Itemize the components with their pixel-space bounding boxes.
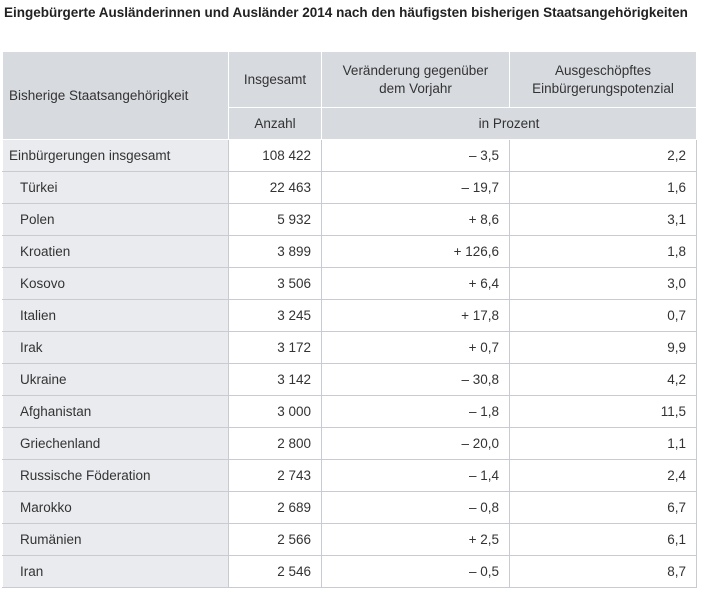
header-unit-count: Anzahl <box>228 107 322 140</box>
row-potential: 0,7 <box>509 299 697 332</box>
naturalization-table: Bisherige Staatsangehörigkeit Insgesamt … <box>2 51 697 588</box>
table-row: Kosovo 3 506 + 6,4 3,0 <box>2 267 697 300</box>
row-total: 3 506 <box>228 267 322 300</box>
row-potential: 2,4 <box>509 459 697 492</box>
table-row: Iran 2 546– 0,5 8,7 <box>2 555 697 588</box>
table-row: Italien 3 245 + 17,8 0,7 <box>2 299 697 332</box>
header-change: Veränderung gegenüber dem Vorjahr <box>321 51 510 108</box>
row-change: – 1,8 <box>321 395 510 428</box>
row-change: + 2,5 <box>321 523 510 556</box>
row-potential: 3,0 <box>509 267 697 300</box>
row-change: – 3,5 <box>321 139 510 172</box>
row-nationality: Russische Föderation <box>2 459 229 492</box>
row-potential: 1,6 <box>509 171 697 204</box>
row-potential: 6,7 <box>509 491 697 524</box>
table-title: Eingebürgerte Ausländerinnen und Ausländ… <box>4 5 688 20</box>
row-nationality: Italien <box>2 299 229 332</box>
table-row: Russische Föderation 2 743– 1,4 2,4 <box>2 459 697 492</box>
table-row: Polen 5 932 + 8,6 3,1 <box>2 203 697 236</box>
table-body: Einbürgerungen insgesamt 108 422– 3,5 2,2 T… <box>2 139 697 588</box>
row-nationality: Afghanistan <box>2 395 229 428</box>
row-potential: 11,5 <box>509 395 697 428</box>
row-potential: 8,7 <box>509 555 697 588</box>
row-nationality: Polen <box>2 203 229 236</box>
row-change: + 126,6 <box>321 235 510 268</box>
table-row: Rumänien 2 566 + 2,5 6,1 <box>2 523 697 556</box>
row-nationality: Griechenland <box>2 427 229 460</box>
row-change: – 1,4 <box>321 459 510 492</box>
header-potential: Ausgeschöpftes Einbürgerungspotenzial <box>509 51 697 108</box>
row-total: 2 743 <box>228 459 322 492</box>
row-change: – 0,8 <box>321 491 510 524</box>
row-potential: 4,2 <box>509 363 697 396</box>
row-total: 108 422 <box>228 139 322 172</box>
row-nationality: Irak <box>2 331 229 364</box>
row-total: 2 689 <box>228 491 322 524</box>
row-nationality: Ukraine <box>2 363 229 396</box>
row-nationality: Marokko <box>2 491 229 524</box>
table-row: Marokko 2 689– 0,8 6,7 <box>2 491 697 524</box>
row-total: 2 566 <box>228 523 322 556</box>
row-change: – 30,8 <box>321 363 510 396</box>
row-total: 2 546 <box>228 555 322 588</box>
row-total: 22 463 <box>228 171 322 204</box>
header-total: Insgesamt <box>228 51 322 108</box>
header-nationality: Bisherige Staatsangehörigkeit <box>2 51 229 140</box>
row-total: 3 142 <box>228 363 322 396</box>
row-change: – 20,0 <box>321 427 510 460</box>
row-change: + 17,8 <box>321 299 510 332</box>
row-total: 3 899 <box>228 235 322 268</box>
table-row: Ukraine 3 142– 30,8 4,2 <box>2 363 697 396</box>
table-row: Afghanistan 3 000– 1,8 11,5 <box>2 395 697 428</box>
row-change: – 0,5 <box>321 555 510 588</box>
table-row: Irak 3 172 + 0,7 9,9 <box>2 331 697 364</box>
table-row: Einbürgerungen insgesamt 108 422– 3,5 2,2 <box>2 139 697 172</box>
table-row: Türkei 22 463– 19,7 1,6 <box>2 171 697 204</box>
row-nationality: Kosovo <box>2 267 229 300</box>
row-change: – 19,7 <box>321 171 510 204</box>
row-nationality: Einbürgerungen insgesamt <box>2 139 229 172</box>
table-row: Griechenland 2 800– 20,0 1,1 <box>2 427 697 460</box>
row-potential: 3,1 <box>509 203 697 236</box>
row-nationality: Türkei <box>2 171 229 204</box>
row-total: 3 000 <box>228 395 322 428</box>
row-total: 5 932 <box>228 203 322 236</box>
table-row: Kroatien 3 899 + 126,6 1,8 <box>2 235 697 268</box>
row-total: 3 245 <box>228 299 322 332</box>
row-change: + 0,7 <box>321 331 510 364</box>
row-potential: 2,2 <box>509 139 697 172</box>
header-unit-percent: in Prozent <box>321 107 697 140</box>
row-nationality: Rumänien <box>2 523 229 556</box>
row-total: 3 172 <box>228 331 322 364</box>
row-potential: 1,1 <box>509 427 697 460</box>
row-nationality: Kroatien <box>2 235 229 268</box>
row-total: 2 800 <box>228 427 322 460</box>
row-potential: 6,1 <box>509 523 697 556</box>
row-nationality: Iran <box>2 555 229 588</box>
row-potential: 1,8 <box>509 235 697 268</box>
row-change: + 6,4 <box>321 267 510 300</box>
row-potential: 9,9 <box>509 331 697 364</box>
row-change: + 8,6 <box>321 203 510 236</box>
